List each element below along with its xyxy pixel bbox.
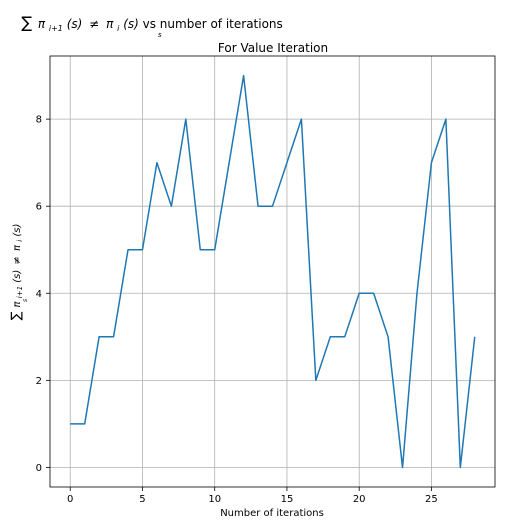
grid-lines bbox=[50, 56, 495, 487]
y-axis-ticks: 0 2 4 6 8 bbox=[36, 115, 50, 474]
y-tick-label: 8 bbox=[36, 115, 42, 126]
series-line bbox=[70, 74, 476, 469]
series-line-group bbox=[70, 74, 476, 469]
y-tick-label: 0 bbox=[36, 463, 42, 474]
chart-title: ∑ π i+1 (s) ≠ π i (s) vs number of itera… bbox=[21, 13, 283, 34]
y-axis-label: ∑ π i+1 (s) ≠ π i (s) s bbox=[9, 224, 29, 321]
x-tick-label: 15 bbox=[281, 494, 294, 505]
x-axis-ticks: 0 5 10 15 20 25 bbox=[67, 487, 438, 505]
x-tick-label: 5 bbox=[139, 494, 145, 505]
x-tick-label: 10 bbox=[208, 494, 221, 505]
x-tick-label: 20 bbox=[353, 494, 366, 505]
x-axis-label: Number of iterations bbox=[220, 508, 324, 519]
y-tick-label: 4 bbox=[36, 289, 42, 300]
svg-text:∑ π i+1 (s): ∑ π i+1 (s) ≠ π i (s) bbox=[9, 224, 25, 321]
y-tick-label: 6 bbox=[36, 202, 42, 213]
x-tick-label: 25 bbox=[425, 494, 438, 505]
chart-subtitle: For Value Iteration bbox=[218, 41, 328, 55]
y-tick-label: 2 bbox=[36, 376, 42, 387]
plot-frame bbox=[49, 55, 496, 488]
y-axis-label-sum-sub: s bbox=[22, 299, 29, 302]
x-tick-label: 0 bbox=[67, 494, 73, 505]
chart-title-sum-sub: s bbox=[158, 31, 162, 39]
